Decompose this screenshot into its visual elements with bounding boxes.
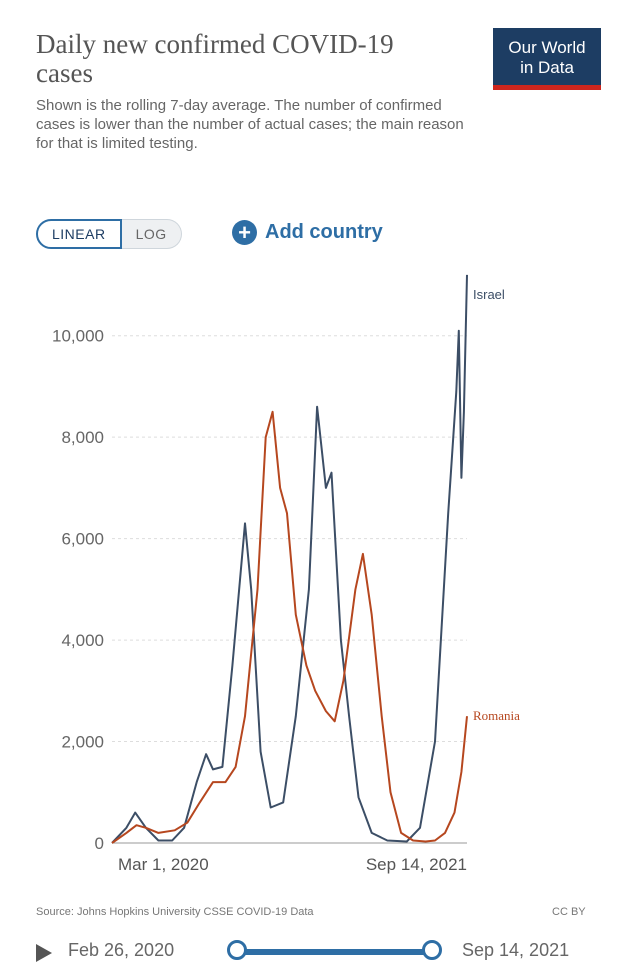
play-icon[interactable]	[36, 944, 52, 962]
y-tick-label: 4,000	[61, 631, 104, 650]
linear-scale-button[interactable]: LINEAR	[36, 219, 122, 249]
timeline-start-date: Feb 26, 2020	[68, 940, 175, 960]
series-label-romania[interactable]: Romania	[473, 708, 520, 723]
series-label-israel[interactable]: Israel	[473, 287, 505, 302]
chart-subtitle: Shown is the rolling 7-day average. The …	[36, 97, 464, 152]
add-country-button[interactable]: + Add country	[232, 220, 383, 245]
y-tick-label: 0	[95, 834, 104, 853]
y-tick-label: 8,000	[61, 428, 104, 447]
timeline-slider: Feb 26, 2020 Sep 14, 2021	[36, 938, 608, 966]
x-tick-label: Sep 14, 2021	[366, 855, 467, 874]
source-note: Source: Johns Hopkins University CSSE CO…	[36, 906, 314, 918]
timeline-track[interactable]	[236, 949, 432, 955]
y-tick-label: 6,000	[61, 530, 104, 549]
series-line-romania[interactable]	[111, 410, 468, 844]
log-scale-button[interactable]: LOG	[121, 219, 182, 249]
chart-title: Daily new confirmed COVID-19 cases	[36, 29, 394, 88]
x-tick-label: Mar 1, 2020	[118, 855, 209, 874]
timeline-end-date: Sep 14, 2021	[462, 940, 570, 960]
add-country-label: Add country	[265, 221, 383, 243]
y-tick-label: 2,000	[61, 733, 104, 752]
logo-line-2: in Data	[520, 57, 574, 77]
logo-line-1: Our World	[508, 37, 586, 57]
owid-logo[interactable]: Our World in Data	[493, 28, 601, 90]
timeline-start-handle[interactable]	[227, 940, 247, 960]
license-link[interactable]: CC BY	[552, 906, 586, 918]
series-line-israel[interactable]	[111, 274, 468, 844]
line-chart: 0 2,000 4,000 6,000 8,000 10,000 Mar 1, 2020 Se…	[52, 274, 520, 874]
timeline-end-handle[interactable]	[422, 940, 442, 960]
y-tick-label: 10,000	[52, 327, 104, 346]
plus-circle-icon: +	[232, 220, 257, 245]
scale-toggle: LINEAR LOG	[36, 219, 182, 253]
